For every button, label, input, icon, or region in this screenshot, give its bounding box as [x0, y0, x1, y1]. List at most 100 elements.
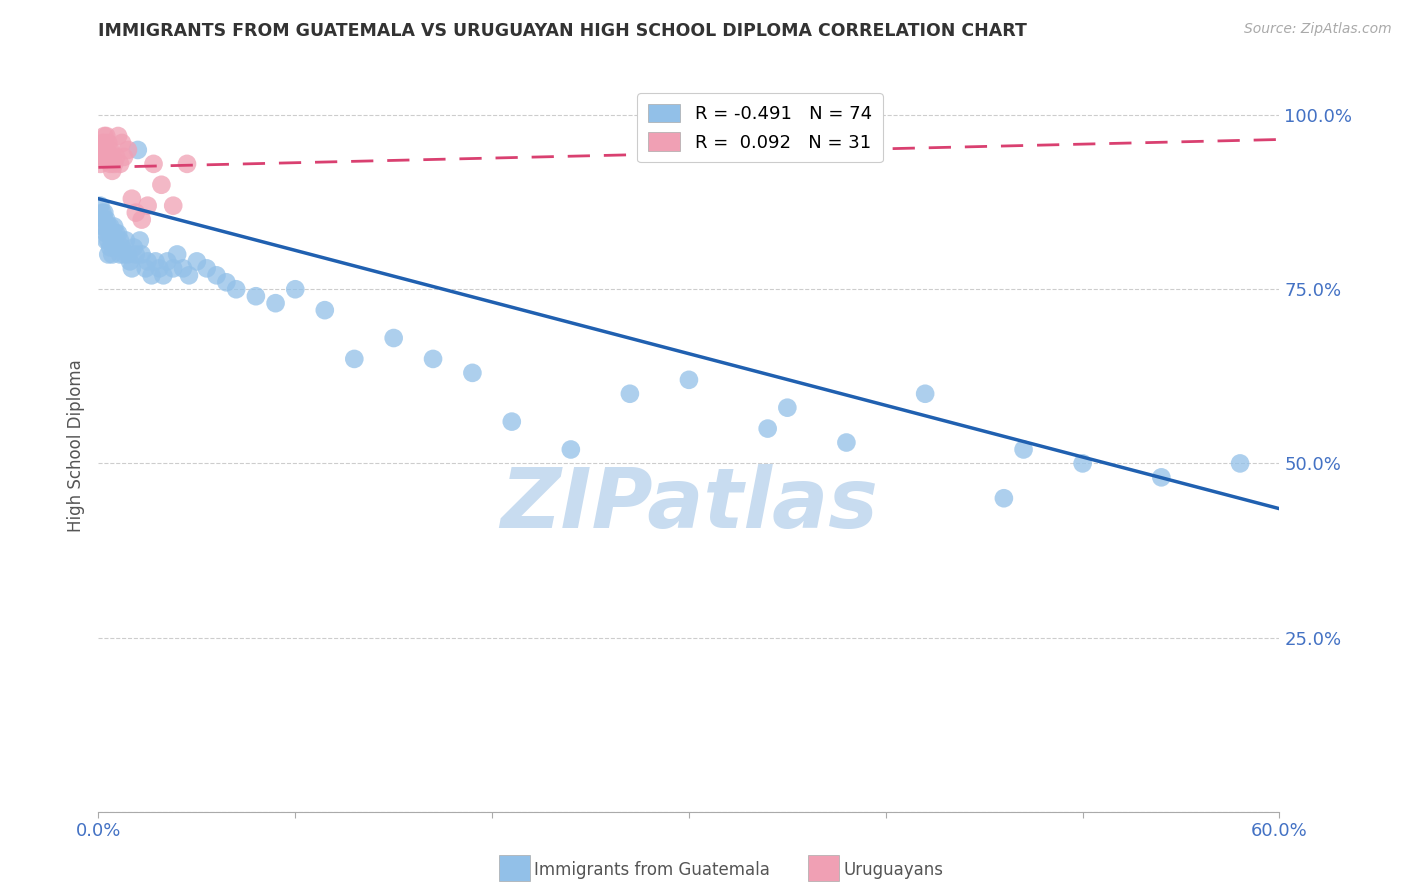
Point [993, 491, 1015, 506]
Point [205, 268, 228, 283]
Point [128, 234, 150, 248]
Point [215, 275, 238, 289]
Point [284, 282, 307, 296]
Point [93, 150, 115, 164]
Point [461, 366, 484, 380]
Point [97, 219, 120, 234]
Point [103, 219, 125, 234]
Point [98, 157, 121, 171]
Point [108, 247, 131, 261]
Point [91, 219, 114, 234]
Point [98, 240, 121, 254]
Point [98, 227, 121, 241]
Point [96, 227, 118, 241]
Point [176, 157, 198, 171]
Point [97, 234, 120, 248]
Point [560, 442, 582, 457]
Point [91, 150, 114, 164]
Point [145, 254, 167, 268]
Point [96, 212, 118, 227]
Point [136, 254, 159, 268]
Point [111, 240, 134, 254]
Point [118, 254, 141, 268]
Point [314, 303, 336, 318]
Point [93, 219, 115, 234]
Point [1229, 457, 1251, 471]
Point [105, 240, 128, 254]
Point [115, 234, 138, 248]
Point [93, 136, 115, 150]
Text: Uruguayans: Uruguayans [844, 861, 943, 879]
Text: IMMIGRANTS FROM GUATEMALA VS URUGUAYAN HIGH SCHOOL DIPLOMA CORRELATION CHART: IMMIGRANTS FROM GUATEMALA VS URUGUAYAN H… [98, 22, 1028, 40]
Point [148, 261, 170, 276]
Point [89, 157, 111, 171]
Point [382, 331, 405, 345]
Point [152, 268, 174, 283]
Text: Immigrants from Guatemala: Immigrants from Guatemala [534, 861, 770, 879]
Point [111, 136, 134, 150]
Point [501, 415, 523, 429]
Point [89, 150, 111, 164]
Point [1150, 470, 1173, 484]
Point [186, 254, 208, 268]
Point [93, 212, 115, 227]
Text: Source: ZipAtlas.com: Source: ZipAtlas.com [1244, 22, 1392, 37]
Point [422, 351, 444, 366]
Point [117, 247, 139, 261]
Point [105, 150, 128, 164]
Point [101, 227, 124, 241]
Point [97, 150, 120, 164]
Point [107, 128, 129, 143]
Point [108, 157, 131, 171]
Point [93, 128, 115, 143]
Point [91, 136, 114, 150]
Point [101, 247, 124, 261]
Point [136, 199, 159, 213]
Point [91, 143, 114, 157]
Point [101, 234, 124, 248]
Point [1071, 457, 1094, 471]
Point [112, 247, 135, 261]
Point [91, 205, 114, 219]
Point [195, 261, 218, 276]
Point [107, 227, 129, 241]
Point [121, 192, 143, 206]
Legend: R = -0.491   N = 74, R =  0.092   N = 31: R = -0.491 N = 74, R = 0.092 N = 31 [637, 93, 883, 162]
Point [117, 143, 139, 157]
Point [135, 261, 157, 276]
Point [678, 373, 700, 387]
Point [112, 150, 135, 164]
Point [93, 205, 115, 219]
Point [101, 150, 124, 164]
Point [96, 234, 118, 248]
Point [96, 128, 118, 143]
Point [619, 386, 641, 401]
Point [756, 421, 779, 435]
Point [245, 289, 267, 303]
Point [150, 178, 173, 192]
Text: ZIPatlas: ZIPatlas [501, 464, 877, 545]
Point [103, 234, 125, 248]
Point [264, 296, 287, 310]
Point [125, 247, 148, 261]
Point [225, 282, 247, 296]
Point [97, 247, 120, 261]
Point [1012, 442, 1035, 457]
Point [103, 157, 125, 171]
Point [97, 136, 120, 150]
Point [98, 143, 121, 157]
Point [343, 351, 366, 366]
Point [131, 247, 153, 261]
Point [127, 143, 149, 157]
Point [122, 240, 145, 254]
Point [776, 401, 799, 415]
Point [107, 240, 129, 254]
Point [156, 254, 179, 268]
Point [177, 268, 200, 283]
Point [98, 219, 121, 234]
Point [101, 164, 124, 178]
Point [162, 261, 184, 276]
Point [914, 386, 936, 401]
Point [96, 143, 118, 157]
Point [835, 435, 858, 450]
